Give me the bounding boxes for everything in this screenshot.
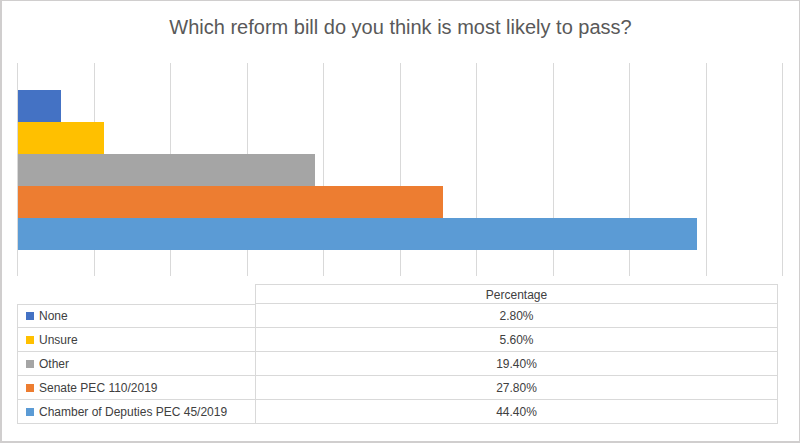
series-swatch-icon [26, 312, 34, 320]
plot-area [17, 63, 783, 276]
series-label-cell: Senate PEC 110/2019 [17, 376, 255, 400]
series-swatch-icon [26, 408, 34, 416]
series-swatch-icon [26, 360, 34, 368]
percentage-value: 5.60% [255, 328, 778, 352]
gridline [706, 63, 707, 276]
chart-title: Which reform bill do you think is most l… [2, 16, 799, 39]
bar-unsure [18, 122, 104, 154]
percentage-value: 19.40% [255, 352, 778, 376]
percentage-value: 44.40% [255, 400, 778, 424]
table-header-row: Percentage [17, 284, 778, 304]
chart-container: Which reform bill do you think is most l… [0, 0, 800, 443]
table-row: Senate PEC 110/2019 27.80% [17, 376, 778, 400]
series-swatch-icon [26, 336, 34, 344]
bar-senate-pec-110-2019 [18, 186, 443, 218]
percentage-value: 2.80% [255, 304, 778, 328]
series-label: Senate PEC 110/2019 [39, 381, 158, 395]
series-label: Chamber of Deputies PEC 45/2019 [39, 405, 227, 419]
series-label-cell: None [17, 304, 255, 328]
bar-none [18, 90, 61, 122]
table-row: Unsure 5.60% [17, 328, 778, 352]
gridline [782, 63, 783, 276]
data-table: Percentage None 2.80% Unsure 5.60% Other 19.4… [17, 284, 778, 424]
series-label-cell: Other [17, 352, 255, 376]
table-row: Chamber of Deputies PEC 45/2019 44.40% [17, 400, 778, 424]
percentage-value: 27.80% [255, 376, 778, 400]
bar-other [18, 154, 315, 186]
bar-chamber-of-deputies-pec-45-2019 [18, 218, 697, 250]
series-label: Unsure [39, 333, 78, 347]
series-label: Other [39, 357, 69, 371]
table-row: Other 19.40% [17, 352, 778, 376]
series-label: None [39, 309, 68, 323]
table-row: None 2.80% [17, 304, 778, 328]
series-label-cell: Chamber of Deputies PEC 45/2019 [17, 400, 255, 424]
data-table-corner-cell [17, 284, 255, 304]
series-swatch-icon [26, 384, 34, 392]
series-label-cell: Unsure [17, 328, 255, 352]
column-header-percentage: Percentage [255, 284, 778, 304]
